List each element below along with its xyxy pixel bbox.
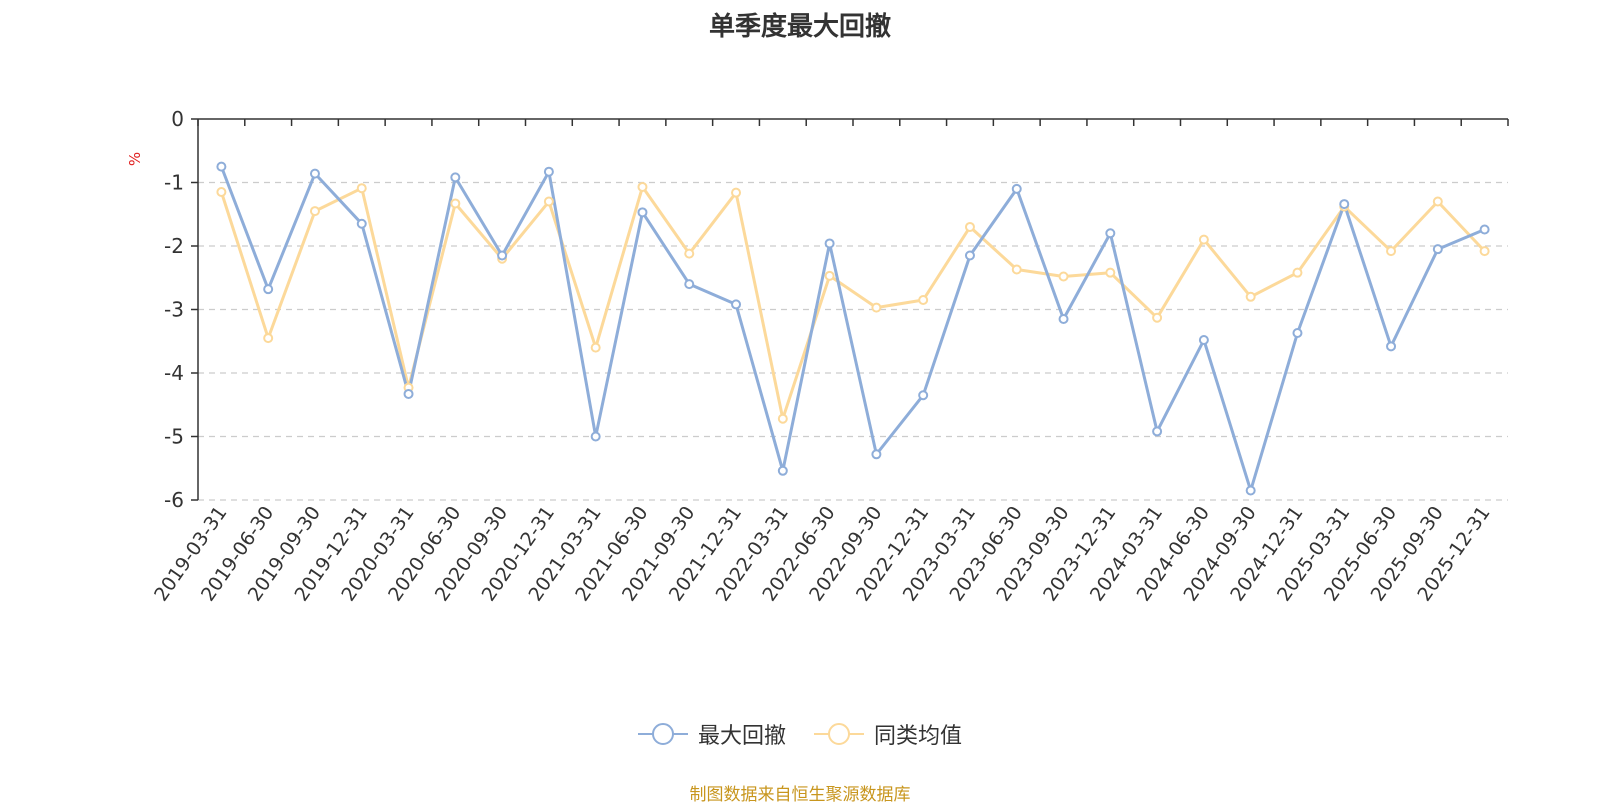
data-point-peer-average: [356, 183, 367, 194]
data-point-drawdown: [1432, 244, 1443, 255]
series-line-peer-average: [219, 185, 1486, 421]
data-point-peer-average: [1058, 271, 1069, 282]
legend-marker-drawdown: [637, 723, 688, 745]
data-point-peer-average: [450, 198, 461, 209]
chart-title: 单季度最大回撤: [708, 12, 891, 42]
data-point-peer-average: [1386, 246, 1397, 257]
legend-label-peer-average: 同类均值: [874, 724, 963, 749]
data-point-drawdown: [1105, 228, 1116, 239]
y-tick-label: -1: [164, 171, 184, 195]
data-point-peer-average: [1292, 267, 1303, 278]
data-point-peer-average: [824, 270, 835, 281]
data-point-peer-average: [1152, 312, 1163, 323]
legend-label-drawdown: 最大回撤: [697, 724, 786, 749]
data-point-peer-average: [1479, 246, 1490, 257]
data-point-drawdown: [450, 172, 461, 183]
y-axis-label: %: [126, 152, 144, 166]
source-note: 制图数据来自恒生聚源数据库: [689, 785, 911, 805]
data-point-drawdown: [871, 449, 882, 460]
data-point-drawdown: [497, 250, 508, 261]
data-point-peer-average: [590, 342, 601, 353]
y-tick-label: -3: [164, 298, 184, 322]
data-point-drawdown: [590, 431, 601, 442]
data-point-peer-average: [637, 181, 648, 192]
data-point-drawdown: [824, 238, 835, 249]
data-point-peer-average: [684, 248, 695, 259]
data-point-drawdown: [918, 390, 929, 401]
y-tick-label: -4: [164, 361, 184, 385]
data-point-drawdown: [777, 465, 788, 476]
data-point-drawdown: [684, 279, 695, 290]
data-point-drawdown: [403, 388, 414, 399]
data-point-drawdown: [1479, 224, 1490, 235]
data-point-drawdown: [543, 166, 554, 177]
data-point-peer-average: [1105, 267, 1116, 278]
data-point-drawdown: [731, 299, 742, 310]
data-point-drawdown: [1011, 183, 1022, 194]
y-tick-label: -2: [164, 234, 184, 258]
data-point-drawdown: [1339, 199, 1350, 210]
data-point-drawdown: [1152, 426, 1163, 437]
y-tick-label: -6: [164, 488, 184, 512]
data-point-peer-average: [871, 302, 882, 313]
data-point-peer-average: [1245, 291, 1256, 302]
data-point-peer-average: [777, 413, 788, 424]
data-point-drawdown: [356, 218, 367, 229]
legend-item-peer-average[interactable]: 同类均值: [814, 718, 962, 750]
series-line-drawdown: [219, 166, 1486, 492]
legend: 最大回撤 同类均值: [0, 718, 1600, 750]
data-point-drawdown: [1058, 314, 1069, 325]
data-point-drawdown: [1386, 341, 1397, 352]
data-point-drawdown: [1245, 485, 1256, 496]
data-point-peer-average: [543, 196, 554, 207]
data-point-drawdown: [216, 161, 227, 172]
data-point-drawdown: [637, 207, 648, 218]
data-point-drawdown: [263, 284, 274, 295]
data-point-drawdown: [309, 168, 320, 179]
y-tick-label: -5: [164, 425, 184, 449]
data-point-peer-average: [1432, 196, 1443, 207]
data-point-peer-average: [263, 333, 274, 344]
data-point-peer-average: [731, 187, 742, 198]
data-point-peer-average: [309, 206, 320, 217]
data-point-peer-average: [1011, 264, 1022, 275]
data-point-drawdown: [1198, 334, 1209, 345]
y-tick-label: 0: [171, 107, 184, 131]
data-point-peer-average: [216, 187, 227, 198]
legend-item-drawdown[interactable]: 最大回撤: [637, 718, 786, 750]
data-point-peer-average: [964, 221, 975, 232]
legend-marker-peer-average: [814, 723, 864, 745]
data-point-peer-average: [918, 294, 929, 305]
data-point-drawdown: [964, 250, 975, 261]
data-point-peer-average: [1198, 234, 1209, 245]
data-point-drawdown: [1292, 327, 1303, 338]
